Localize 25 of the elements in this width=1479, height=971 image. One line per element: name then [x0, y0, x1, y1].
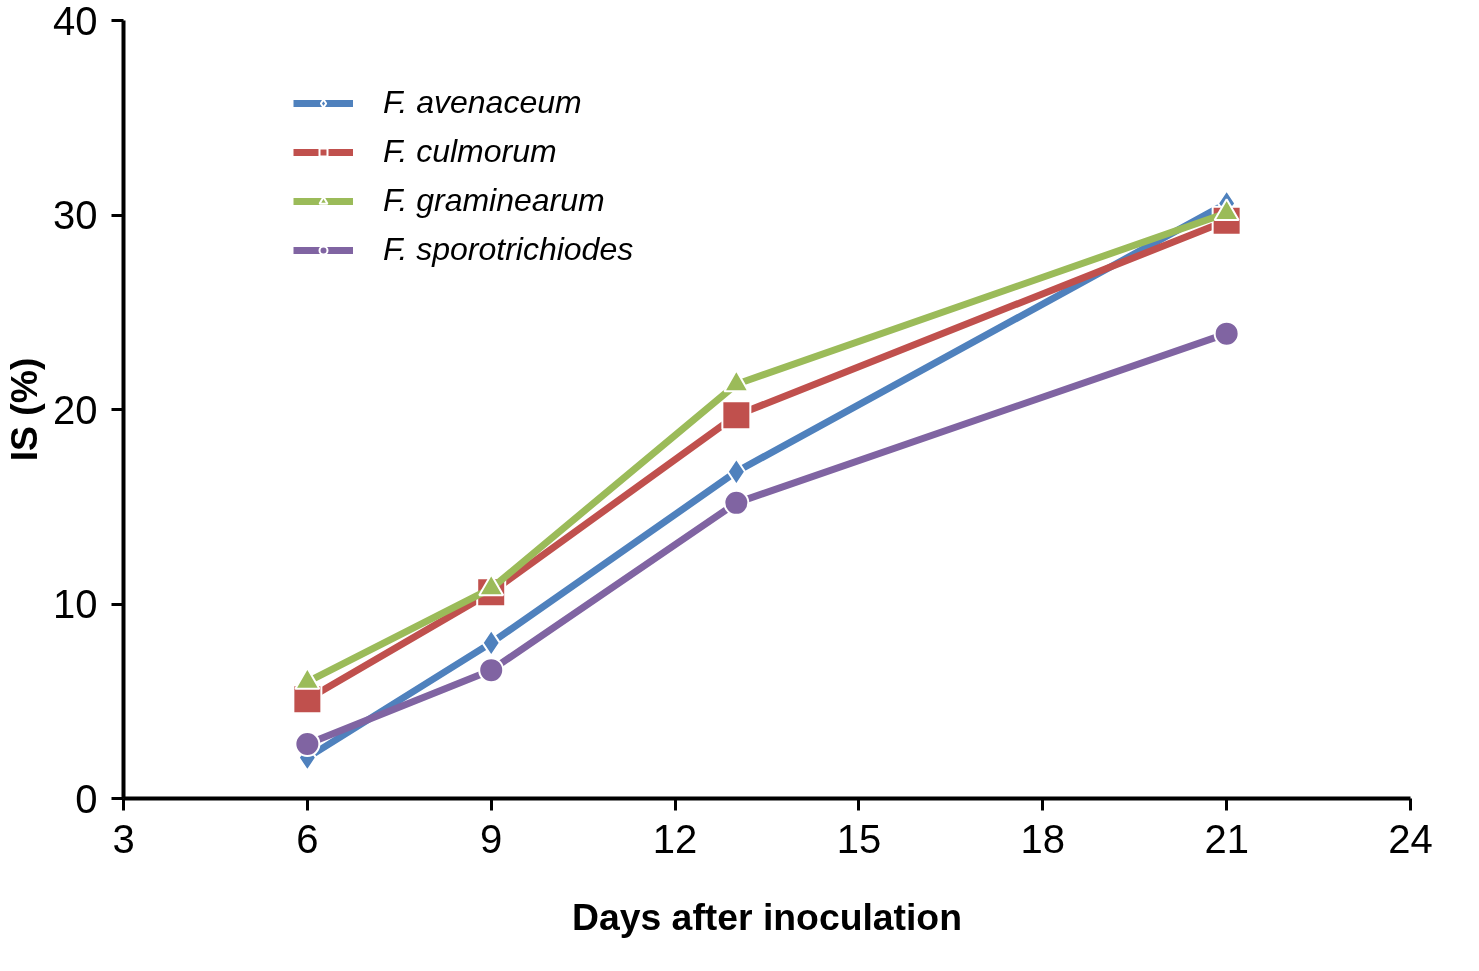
point: [478, 657, 505, 684]
legend-label: F. culmorum: [383, 133, 557, 170]
y-tick-label: 30: [53, 193, 98, 237]
y-tick-label: 0: [75, 776, 98, 821]
x-tick-label: 12: [652, 816, 698, 861]
x-tick-label: 24: [1388, 816, 1433, 861]
x-tick-label: 3: [112, 816, 135, 861]
x-tick-label: 6: [296, 816, 319, 861]
legend-label: F. sporotrichiodes: [383, 231, 634, 268]
y-tick-label: 40: [53, 0, 98, 43]
point: [726, 457, 747, 486]
y-tick-label: 10: [53, 582, 98, 626]
legend-label: F. graminearum: [383, 182, 605, 219]
x-tick-label: 15: [836, 816, 882, 861]
x-axis-title: Days after inoculation: [572, 895, 962, 938]
x-tick-label: 21: [1204, 816, 1249, 861]
y-axis-title: IS (%): [3, 357, 46, 462]
x-tick-label: 18: [1020, 816, 1066, 861]
x-tick-label: 9: [480, 816, 503, 861]
point: [294, 731, 321, 758]
point: [723, 489, 750, 516]
legend-label: F. avenaceum: [383, 84, 582, 121]
point: [1213, 320, 1240, 347]
point: [721, 400, 752, 431]
y-tick-label: 20: [53, 387, 98, 432]
